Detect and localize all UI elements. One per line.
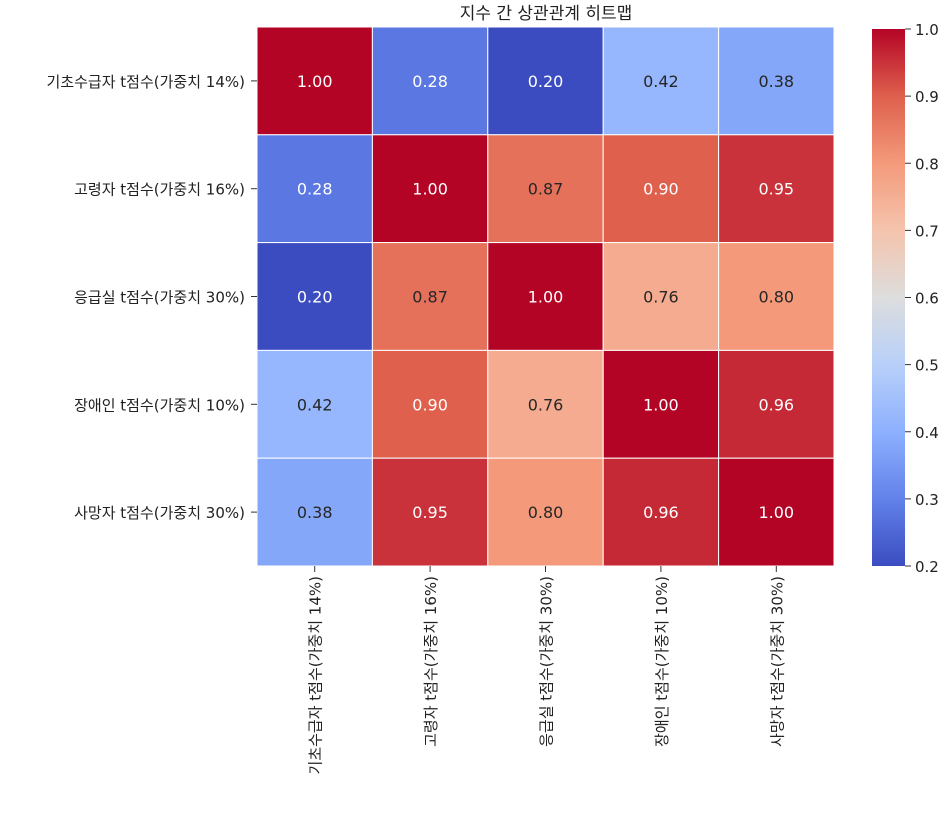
cell-value-label: 0.95 [758, 180, 794, 199]
heatmap-cell [718, 134, 835, 244]
heatmap-cell [256, 457, 373, 567]
heatmap-cell [718, 457, 835, 567]
heatmap-cell [256, 26, 373, 136]
cell-value-label: 0.96 [643, 503, 679, 522]
colorbar-tick-label: 1.0 [915, 21, 939, 39]
colorbar-tick-label: 0.3 [915, 491, 939, 509]
cell-value-label: 1.00 [412, 180, 448, 199]
x-tick-label: 장애인 t점수(가중치 10%) [653, 576, 671, 747]
heatmap-cell [487, 134, 604, 244]
cell-value-label: 0.42 [297, 395, 333, 414]
cell-value-label: 0.76 [528, 395, 564, 414]
heatmap-cell [487, 349, 604, 459]
heatmap-cells [256, 26, 835, 567]
colorbar-tick-label: 0.2 [915, 558, 939, 576]
heatmap-cell [602, 242, 720, 351]
heatmap-cell [371, 26, 489, 136]
cell-value-label: 0.95 [412, 503, 448, 522]
x-axis: 기초수급자 t점수(가중치 14%) 고령자 t점수(가중치 16%) 응급실 t점… [307, 566, 786, 774]
cell-value-label: 0.42 [643, 72, 679, 91]
cell-value-labels: 1.00 0.28 0.20 0.42 0.38 0.28 1.00 0.87 0.90 0.95… [297, 72, 794, 522]
colorbar-tick-label: 0.8 [915, 155, 939, 173]
cell-value-label: 0.38 [758, 72, 794, 91]
heatmap-cell [487, 242, 604, 351]
heatmap-cell [371, 242, 489, 351]
colorbar-gradient [872, 29, 905, 566]
cell-value-label: 0.20 [297, 288, 333, 307]
colorbar: 0.2 0.3 0.4 0.5 0.6 0.7 0.8 0.9 1.0 [872, 21, 939, 576]
cell-value-label: 0.90 [643, 180, 679, 199]
x-tick-label: 사망자 t점수(가중치 30%) [768, 576, 786, 747]
y-axis: 기초수급자 t점수(가중치 14%) 고령자 t점수(가중치 16%) 응급실 t점… [47, 73, 257, 522]
chart-title: 지수 간 상관관계 히트맵 [460, 4, 633, 24]
colorbar-tick-label: 0.5 [915, 357, 939, 375]
cell-value-label: 1.00 [643, 395, 679, 414]
cell-value-label: 0.80 [528, 503, 564, 522]
cell-value-label: 1.00 [528, 288, 564, 307]
y-tick-label: 장애인 t점수(가중치 10%) [74, 396, 245, 414]
colorbar-tick-label: 0.9 [915, 88, 939, 106]
cell-value-label: 0.76 [643, 288, 679, 307]
x-tick-label: 응급실 t점수(가중치 30%) [538, 576, 556, 747]
cell-value-label: 0.87 [528, 180, 564, 199]
heatmap-cell [718, 242, 835, 351]
heatmap-cell [602, 26, 720, 136]
cell-value-label: 0.90 [412, 395, 448, 414]
y-tick-label: 고령자 t점수(가중치 16%) [74, 181, 245, 199]
y-tick-label: 사망자 t점수(가중치 30%) [74, 504, 245, 522]
y-tick-label: 기초수급자 t점수(가중치 14%) [47, 73, 245, 91]
heatmap-cell [487, 457, 604, 567]
cell-value-label: 0.28 [412, 72, 448, 91]
cell-value-label: 0.38 [297, 503, 333, 522]
heatmap-cell [371, 349, 489, 459]
cell-value-label: 1.00 [758, 503, 794, 522]
heatmap-cell [487, 26, 604, 136]
cell-value-label: 0.28 [297, 180, 333, 199]
heatmap-cell [718, 349, 835, 459]
x-tick-label: 기초수급자 t점수(가중치 14%) [307, 576, 325, 774]
heatmap-cell [602, 349, 720, 459]
heatmap-cell [256, 134, 373, 244]
colorbar-tick-label: 0.6 [915, 290, 939, 308]
cell-value-label: 1.00 [297, 72, 333, 91]
cell-value-label: 0.20 [528, 72, 564, 91]
colorbar-tick-label: 0.7 [915, 222, 939, 240]
x-tick-label: 고령자 t점수(가중치 16%) [422, 576, 440, 747]
cell-value-label: 0.80 [758, 288, 794, 307]
cell-value-label: 0.87 [412, 288, 448, 307]
heatmap-cell [718, 26, 835, 136]
cell-value-label: 0.96 [758, 395, 794, 414]
colorbar-tick-label: 0.4 [915, 424, 939, 442]
heatmap-cell [371, 457, 489, 567]
y-tick-label: 응급실 t점수(가중치 30%) [74, 289, 245, 307]
